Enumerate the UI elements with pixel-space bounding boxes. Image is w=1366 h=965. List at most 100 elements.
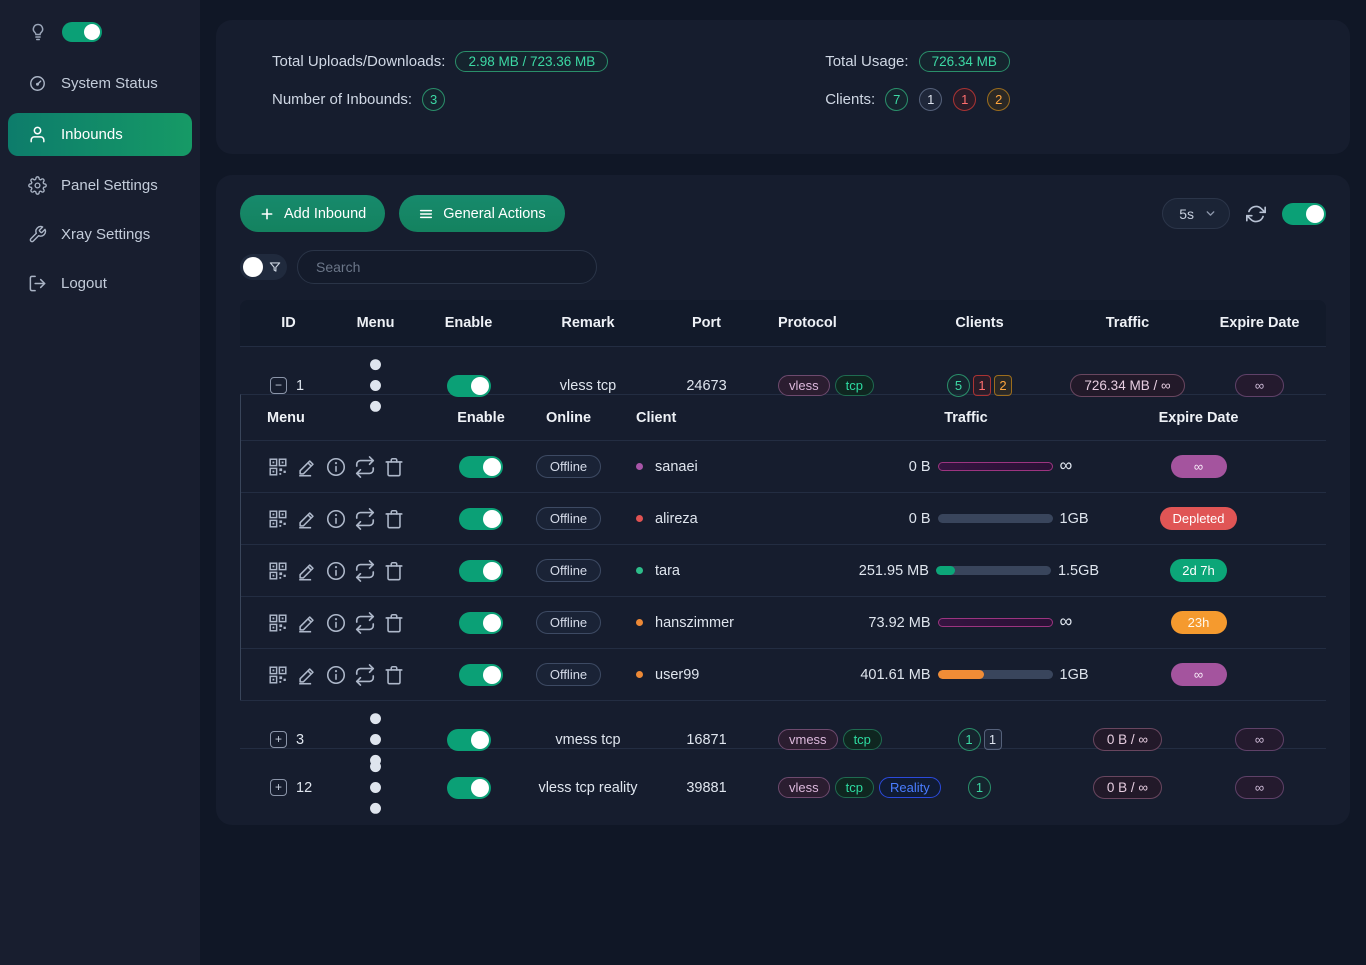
stat-total-usage: Total Usage: 726.34 MB [825, 50, 1294, 72]
sidebar-item-label: Inbounds [61, 126, 123, 143]
client-traffic: 0 B 1GB [801, 511, 1131, 527]
auto-refresh-toggle[interactable] [1282, 202, 1326, 225]
inbound-port: 16871 [686, 731, 727, 748]
reset-traffic-icon[interactable] [354, 663, 376, 686]
online-status-badge: Offline [535, 559, 602, 582]
delete-icon[interactable] [383, 508, 405, 530]
column-header: Enable [444, 315, 493, 331]
client-color-dot [636, 567, 643, 574]
sidebar-item-logout[interactable]: Logout [0, 262, 200, 305]
delete-icon[interactable] [383, 664, 405, 686]
column-header: Port [692, 315, 721, 331]
column-header: Expire Date [1158, 409, 1239, 426]
qr-code-icon[interactable] [267, 560, 289, 582]
inbound-port: 39881 [686, 779, 727, 796]
inbound-row: + 12 vless tcp reality 39881 vless tcp Rea… [240, 748, 1326, 814]
general-actions-button[interactable]: General Actions [399, 195, 565, 232]
gear-icon [28, 176, 47, 195]
info-icon[interactable] [325, 508, 347, 530]
chevron-down-icon [1204, 207, 1217, 220]
reset-traffic-icon[interactable] [354, 559, 376, 582]
inbound-enable-toggle[interactable] [446, 374, 491, 397]
client-actions [241, 559, 431, 582]
dark-mode-toggle[interactable] [62, 22, 102, 42]
client-name: sanaei [655, 458, 698, 475]
traffic-used: 401.61 MB [860, 666, 931, 683]
stat-label: Number of Inbounds: [272, 90, 413, 108]
search-input[interactable] [297, 250, 597, 284]
client-name: tara [655, 562, 680, 579]
collapse-row-button[interactable]: − [270, 377, 287, 394]
edit-icon[interactable] [296, 456, 318, 478]
stat-value-badge: 2.98 MB / 723.36 MB [455, 50, 609, 72]
inbound-enable-toggle[interactable] [446, 728, 491, 751]
expand-row-button[interactable]: + [270, 731, 287, 748]
inbound-id: 12 [296, 779, 313, 796]
edit-icon[interactable] [296, 508, 318, 530]
traffic-limit: 1GB [1059, 666, 1089, 683]
edit-icon[interactable] [296, 612, 318, 634]
inbound-enable-toggle[interactable] [446, 776, 491, 799]
wrench-icon [28, 225, 47, 244]
client-color-dot [636, 619, 643, 626]
delete-icon[interactable] [383, 612, 405, 634]
refresh-interval-select[interactable]: 5s [1162, 198, 1230, 229]
sidebar-item-panel-settings[interactable]: Panel Settings [0, 164, 200, 207]
client-traffic: 0 B ∞ [801, 456, 1131, 475]
edit-icon[interactable] [296, 560, 318, 582]
protocol-badge: tcp [834, 777, 874, 798]
qr-code-icon[interactable] [267, 664, 289, 686]
inbounds-card: Add Inbound General Actions 5s [216, 175, 1350, 825]
refresh-interval-value: 5s [1179, 205, 1194, 222]
sidebar-item-label: Logout [61, 275, 107, 292]
qr-code-icon[interactable] [267, 456, 289, 478]
expire-pill: ∞ [1234, 728, 1285, 751]
expand-row-button[interactable]: + [270, 779, 287, 796]
sidebar-item-inbounds[interactable]: Inbounds [8, 113, 192, 156]
delete-icon[interactable] [383, 456, 405, 478]
delete-icon[interactable] [383, 560, 405, 582]
sidebar-item-xray-settings[interactable]: Xray Settings [0, 213, 200, 256]
traffic-pill: 0 B / ∞ [1092, 728, 1163, 751]
qr-code-icon[interactable] [267, 508, 289, 530]
column-header: ID [281, 315, 296, 331]
row-menu-icon[interactable] [337, 749, 414, 826]
client-count-badge: 7 [885, 87, 909, 111]
column-header: Protocol [778, 315, 837, 331]
general-actions-label: General Actions [443, 205, 546, 222]
client-enable-toggle[interactable] [459, 611, 503, 634]
client-expire-badge: ∞ [1170, 663, 1227, 686]
reset-traffic-icon[interactable] [354, 507, 376, 530]
traffic-bar [937, 670, 1053, 679]
client-row: Offline sanaei 0 B ∞ ∞ [241, 440, 1326, 492]
plus-icon [259, 206, 275, 222]
refresh-icon[interactable] [1246, 204, 1266, 224]
qr-code-icon[interactable] [267, 612, 289, 634]
client-counts: 1 [898, 776, 1061, 799]
filter-toggle[interactable] [240, 254, 287, 280]
reset-traffic-icon[interactable] [354, 611, 376, 634]
dashboard-icon [28, 74, 47, 93]
info-icon[interactable] [325, 560, 347, 582]
info-icon[interactable] [325, 612, 347, 634]
client-enable-toggle[interactable] [459, 663, 503, 686]
client-traffic: 73.92 MB ∞ [801, 612, 1131, 631]
traffic-bar [937, 514, 1053, 523]
protocol-badge: Reality [878, 777, 941, 798]
add-inbound-button[interactable]: Add Inbound [240, 195, 386, 232]
user-icon [28, 125, 47, 144]
client-expire-badge: 23h [1170, 611, 1227, 634]
info-icon[interactable] [325, 456, 347, 478]
client-enable-toggle[interactable] [459, 507, 503, 530]
reset-traffic-icon[interactable] [354, 455, 376, 478]
client-count-badge: 1 [983, 729, 1002, 750]
client-enable-toggle[interactable] [459, 455, 503, 478]
inbound-remark: vless tcp [559, 377, 617, 394]
client-enable-toggle[interactable] [459, 559, 503, 582]
sidebar-item-system-status[interactable]: System Status [0, 62, 200, 105]
edit-icon[interactable] [296, 664, 318, 686]
row-menu-icon[interactable] [337, 347, 414, 424]
info-icon[interactable] [325, 664, 347, 686]
traffic-pill: 0 B / ∞ [1092, 776, 1163, 799]
